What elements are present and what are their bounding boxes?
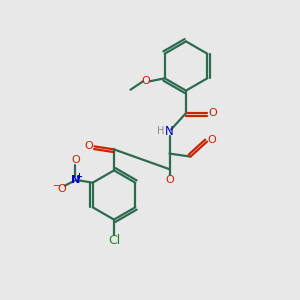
Text: O: O [71, 155, 80, 165]
Text: O: O [165, 175, 174, 185]
Text: Cl: Cl [108, 234, 120, 247]
Text: O: O [85, 141, 94, 152]
Text: −: − [53, 181, 61, 191]
Text: O: O [57, 184, 66, 194]
Text: N: N [165, 124, 174, 138]
Text: O: O [207, 135, 216, 145]
Text: O: O [208, 108, 217, 118]
Text: +: + [75, 172, 82, 181]
Text: N: N [71, 175, 80, 185]
Text: O: O [142, 76, 151, 86]
Text: H: H [158, 126, 165, 136]
